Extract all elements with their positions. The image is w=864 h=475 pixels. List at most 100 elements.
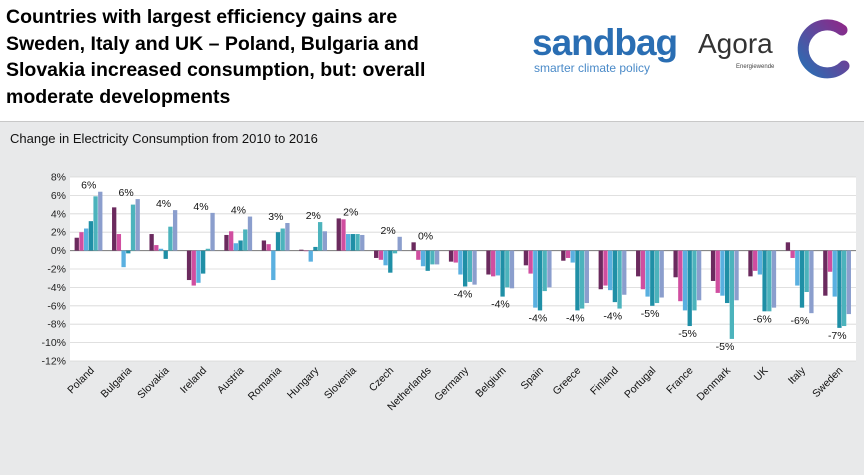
bar [491, 250, 496, 277]
data-label: 6% [119, 187, 134, 199]
bar [350, 234, 356, 251]
data-label: -6% [753, 313, 772, 325]
x-tick-label: UK [752, 365, 771, 384]
bar [659, 250, 664, 298]
bar [579, 250, 585, 309]
bar [261, 240, 267, 251]
page-title: Countries with largest efficiency gains … [6, 4, 506, 110]
y-tick-label: 8% [51, 172, 66, 184]
bar [528, 250, 533, 274]
bar [158, 248, 164, 251]
data-label: 2% [306, 210, 321, 222]
bar [617, 250, 622, 309]
bar [823, 250, 828, 296]
x-tick-label: Bulgaria [99, 365, 135, 401]
bar [640, 250, 646, 290]
bar [163, 250, 168, 259]
bar [486, 250, 491, 275]
bar [434, 250, 440, 265]
bar [467, 250, 472, 282]
title-line-3: Slovakia increased consumption, but: ove… [6, 59, 426, 81]
bar [383, 250, 388, 266]
bar [149, 234, 154, 251]
bar [832, 250, 837, 297]
data-label: 2% [343, 206, 358, 218]
bar [336, 218, 341, 251]
data-label: -5% [716, 341, 735, 353]
bar [168, 226, 173, 251]
bar [622, 250, 627, 295]
bar [448, 250, 454, 262]
bar [790, 250, 795, 258]
data-label: -5% [678, 328, 697, 340]
bar [313, 246, 318, 251]
data-label: -4% [529, 312, 548, 324]
bar [79, 232, 84, 251]
data-label: 4% [231, 205, 246, 217]
bar [533, 250, 538, 308]
bar [233, 243, 239, 251]
chart-title: Change in Electricity Consumption from 2… [10, 131, 318, 146]
data-label: 2% [381, 225, 396, 237]
bar [547, 250, 552, 288]
bar [463, 250, 468, 287]
x-tick-label: Finland [588, 365, 621, 398]
y-tick-label: -10% [41, 337, 66, 349]
data-label: -4% [454, 288, 473, 300]
bar [472, 250, 477, 285]
bar [280, 228, 285, 251]
bar [74, 237, 79, 251]
x-tick-label: France [664, 365, 696, 397]
data-label: -4% [566, 312, 585, 324]
title-line-1: Countries with largest efficiency gains … [6, 6, 398, 28]
bar [603, 250, 608, 286]
bar [654, 250, 660, 304]
bar [710, 250, 716, 281]
bar [196, 250, 201, 283]
bar [238, 240, 243, 251]
bar [678, 250, 683, 302]
bar [374, 250, 379, 258]
bar [355, 234, 360, 251]
bar [809, 250, 814, 314]
bar [453, 250, 458, 263]
bar [561, 250, 566, 261]
bar [322, 231, 327, 251]
bar [98, 191, 103, 251]
bar [762, 250, 767, 312]
bar [191, 250, 196, 286]
bar [210, 212, 215, 251]
bar [201, 250, 206, 274]
bar [687, 250, 692, 327]
bar [584, 250, 589, 304]
bar [636, 250, 641, 277]
bar [416, 250, 421, 260]
title-line-4: moderate developments [6, 85, 231, 108]
bar [692, 250, 697, 311]
x-tick-label: Denmark [695, 364, 734, 403]
bar [612, 250, 618, 303]
bar [224, 234, 229, 251]
bar [135, 199, 140, 251]
bar [458, 250, 463, 275]
y-tick-label: 6% [51, 190, 66, 202]
x-tick-label: Ireland [178, 365, 209, 396]
x-tick-label: Italy [786, 364, 809, 387]
data-label: 4% [193, 201, 208, 213]
bar [846, 250, 851, 315]
data-label: -4% [491, 299, 510, 311]
bar [542, 250, 547, 292]
sandbag-logo: sandbag smarter climate policy [532, 24, 682, 75]
data-label: 3% [268, 211, 283, 223]
bar [425, 250, 430, 271]
bar [420, 250, 426, 267]
bar [570, 250, 575, 263]
bar [757, 250, 763, 275]
data-label: -5% [641, 308, 660, 320]
x-tick-label: Sweden [810, 365, 845, 400]
bar [243, 229, 248, 251]
bar [93, 196, 98, 251]
bar [837, 250, 842, 328]
bar [767, 250, 772, 312]
